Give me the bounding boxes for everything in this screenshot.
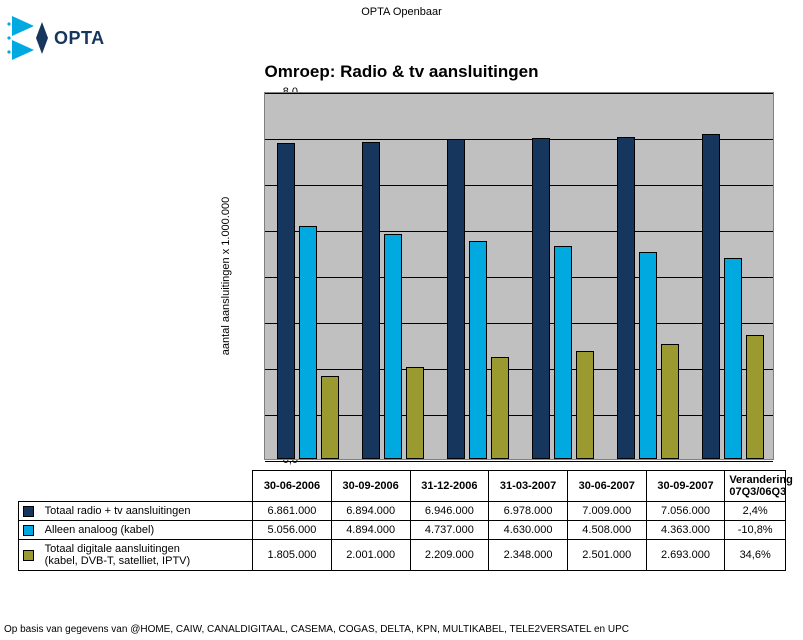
grid-line — [265, 461, 773, 462]
bar — [724, 258, 742, 459]
series-swatch — [23, 550, 34, 561]
data-cell: 2.001.000 — [331, 540, 410, 571]
col-header: 31-12-2006 — [410, 471, 489, 502]
footer-source: Op basis van gegevens van @HOME, CAIW, C… — [4, 624, 629, 635]
col-header: 30-09-2006 — [331, 471, 410, 502]
data-cell: 6.894.000 — [331, 502, 410, 521]
data-cell: 1.805.000 — [253, 540, 332, 571]
series-name: Totaal digitale aansluitingen (kabel, DV… — [39, 540, 253, 571]
data-cell: 7.009.000 — [567, 502, 646, 521]
data-cell: 6.978.000 — [489, 502, 568, 521]
col-header: 30-06-2007 — [567, 471, 646, 502]
bar — [469, 241, 487, 459]
col-header: 30-06-2006 — [253, 471, 332, 502]
bar — [532, 138, 550, 459]
bar — [299, 226, 317, 459]
bar — [746, 335, 764, 459]
data-cell: 4.363.000 — [646, 521, 725, 540]
data-table: 30-06-200630-09-200631-12-200631-03-2007… — [18, 470, 786, 571]
change-cell: -10,8% — [725, 521, 786, 540]
series-swatch — [23, 525, 34, 536]
data-cell: 6.946.000 — [410, 502, 489, 521]
data-cell: 5.056.000 — [253, 521, 332, 540]
table-row: Totaal radio + tv aansluitingen6.861.000… — [19, 502, 786, 521]
data-cell: 4.630.000 — [489, 521, 568, 540]
bar-group — [605, 91, 690, 459]
chart-plot — [264, 92, 774, 460]
bar — [554, 246, 572, 459]
bar — [491, 357, 509, 459]
series-swatch — [23, 506, 34, 517]
data-cell: 4.894.000 — [331, 521, 410, 540]
data-table-wrap: 30-06-200630-09-200631-12-200631-03-2007… — [18, 470, 786, 571]
data-cell: 4.508.000 — [567, 521, 646, 540]
bar — [702, 134, 720, 459]
col-header-change: Verandering 07Q3/06Q3 — [725, 471, 786, 502]
data-cell: 4.737.000 — [410, 521, 489, 540]
bar — [406, 367, 424, 459]
bar — [661, 344, 679, 459]
col-header: 31-03-2007 — [489, 471, 568, 502]
table-row: Alleen analoog (kabel)5.056.0004.894.000… — [19, 521, 786, 540]
series-name: Alleen analoog (kabel) — [39, 521, 253, 540]
bar-group — [350, 91, 435, 459]
bar — [639, 252, 657, 459]
logo-icon — [7, 16, 48, 60]
data-cell: 2.501.000 — [567, 540, 646, 571]
bar — [362, 142, 380, 459]
data-cell: 2.348.000 — [489, 540, 568, 571]
series-name: Totaal radio + tv aansluitingen — [39, 502, 253, 521]
change-cell: 34,6% — [725, 540, 786, 571]
y-axis-label: aantal aansluitingen x 1.000.000 — [220, 197, 232, 355]
bar-group — [690, 91, 775, 459]
opta-logo: OPTA — [6, 14, 126, 64]
bar — [384, 234, 402, 459]
logo-text: OPTA — [54, 28, 105, 49]
bar — [447, 139, 465, 459]
bar — [321, 376, 339, 459]
bar-group — [435, 91, 520, 459]
data-cell: 2.209.000 — [410, 540, 489, 571]
chart-title: Omroep: Radio & tv aansluitingen — [0, 62, 803, 82]
data-cell: 2.693.000 — [646, 540, 725, 571]
col-header: 30-09-2007 — [646, 471, 725, 502]
data-cell: 7.056.000 — [646, 502, 725, 521]
bar — [277, 143, 295, 459]
data-cell: 6.861.000 — [253, 502, 332, 521]
chart-area: aantal aansluitingen x 1.000.000 0,01,02… — [234, 92, 782, 460]
change-cell: 2,4% — [725, 502, 786, 521]
table-row: Totaal digitale aansluitingen (kabel, DV… — [19, 540, 786, 571]
bar — [576, 351, 594, 459]
bar-group — [520, 91, 605, 459]
bar — [617, 137, 635, 459]
bar-group — [265, 91, 350, 459]
